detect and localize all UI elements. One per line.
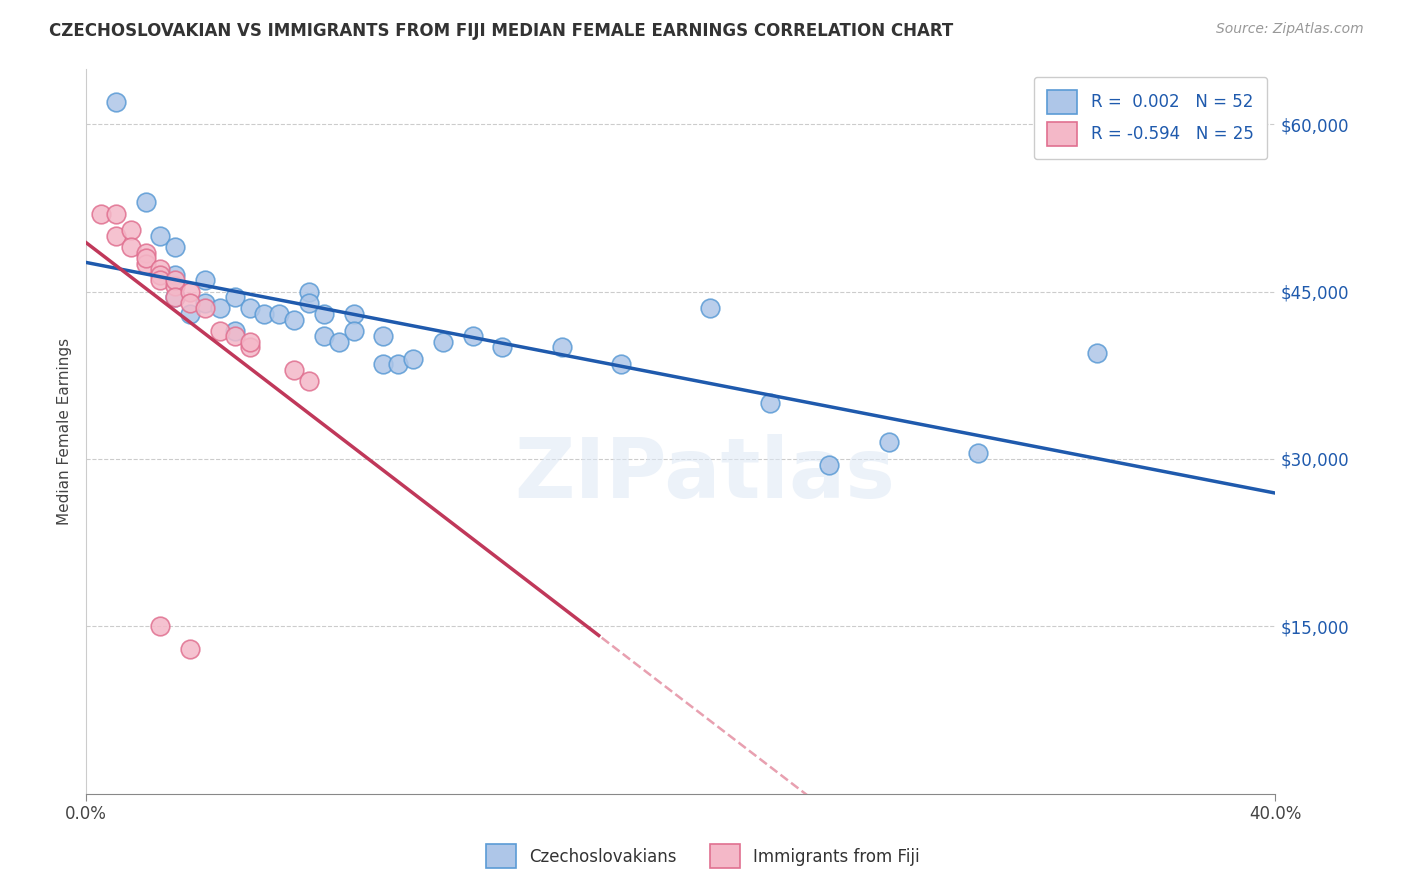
- Point: [90, 206, 112, 220]
- Point: [135, 195, 157, 210]
- Point: [149, 228, 172, 243]
- Point: [165, 290, 187, 304]
- Point: [208, 324, 231, 338]
- Point: [208, 301, 231, 316]
- Point: [373, 357, 395, 371]
- Point: [328, 334, 350, 349]
- Point: [135, 257, 157, 271]
- Point: [877, 435, 900, 450]
- Point: [298, 285, 321, 299]
- Legend: R =  0.002   N = 52, R = -0.594   N = 25: R = 0.002 N = 52, R = -0.594 N = 25: [1035, 77, 1267, 159]
- Point: [179, 285, 201, 299]
- Point: [149, 262, 172, 277]
- Point: [432, 334, 454, 349]
- Point: [179, 641, 201, 656]
- Point: [104, 206, 127, 220]
- Point: [312, 329, 335, 343]
- Point: [312, 307, 335, 321]
- Text: Source: ZipAtlas.com: Source: ZipAtlas.com: [1216, 22, 1364, 37]
- Point: [179, 295, 201, 310]
- Point: [224, 329, 246, 343]
- Point: [298, 374, 321, 388]
- Point: [1085, 346, 1108, 360]
- Point: [610, 357, 633, 371]
- Point: [165, 279, 187, 293]
- Point: [373, 329, 395, 343]
- Point: [224, 290, 246, 304]
- Point: [194, 301, 217, 316]
- Point: [239, 340, 262, 354]
- Legend: Czechoslovakians, Immigrants from Fiji: Czechoslovakians, Immigrants from Fiji: [479, 838, 927, 875]
- Text: ZIPatlas: ZIPatlas: [515, 434, 896, 515]
- Y-axis label: Median Female Earnings: Median Female Earnings: [58, 337, 72, 524]
- Point: [283, 363, 305, 377]
- Point: [551, 340, 574, 354]
- Point: [165, 240, 187, 254]
- Point: [194, 295, 217, 310]
- Point: [135, 245, 157, 260]
- Point: [402, 351, 425, 366]
- Point: [120, 240, 142, 254]
- Point: [149, 619, 172, 633]
- Point: [135, 251, 157, 265]
- Point: [387, 357, 409, 371]
- Point: [269, 307, 291, 321]
- Point: [343, 324, 366, 338]
- Point: [699, 301, 721, 316]
- Point: [194, 273, 217, 287]
- Point: [104, 228, 127, 243]
- Point: [165, 290, 187, 304]
- Point: [461, 329, 484, 343]
- Point: [165, 273, 187, 287]
- Point: [967, 446, 990, 460]
- Point: [759, 396, 782, 410]
- Point: [149, 268, 172, 282]
- Point: [149, 273, 172, 287]
- Point: [224, 324, 246, 338]
- Point: [120, 223, 142, 237]
- Point: [283, 312, 305, 326]
- Point: [343, 307, 366, 321]
- Point: [818, 458, 841, 472]
- Point: [298, 295, 321, 310]
- Point: [253, 307, 276, 321]
- Point: [104, 95, 127, 109]
- Point: [179, 307, 201, 321]
- Point: [239, 301, 262, 316]
- Point: [239, 334, 262, 349]
- Point: [165, 268, 187, 282]
- Text: CZECHOSLOVAKIAN VS IMMIGRANTS FROM FIJI MEDIAN FEMALE EARNINGS CORRELATION CHART: CZECHOSLOVAKIAN VS IMMIGRANTS FROM FIJI …: [49, 22, 953, 40]
- Point: [491, 340, 513, 354]
